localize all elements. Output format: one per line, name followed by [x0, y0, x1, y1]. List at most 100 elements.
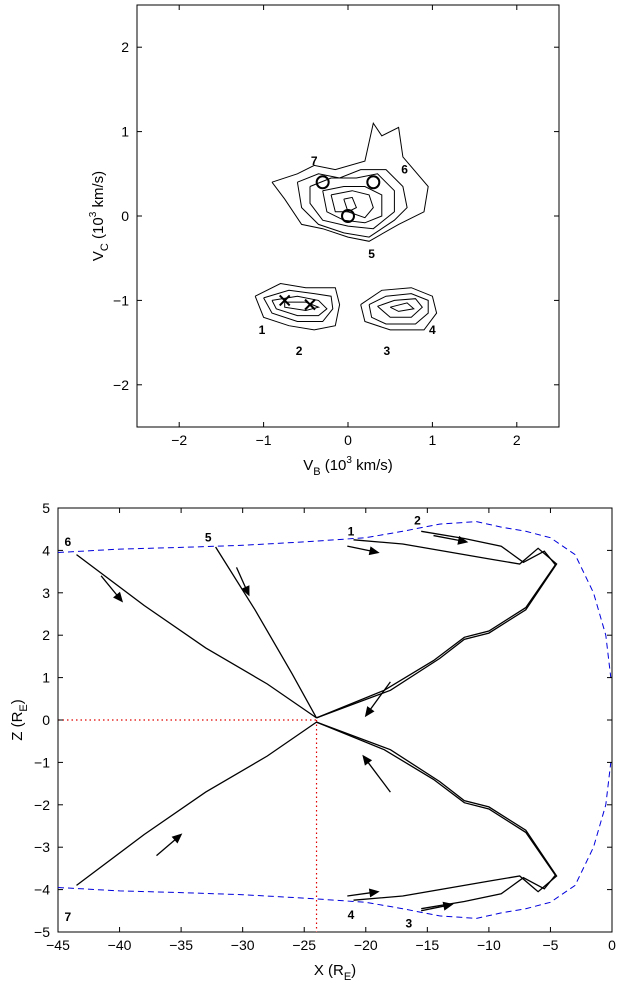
annotation-label: 2 — [414, 514, 421, 528]
y-tick-label: 0 — [121, 208, 129, 224]
circle-marker — [315, 175, 330, 190]
annotation-label: 6 — [401, 163, 408, 177]
y-tick-label: −1 — [34, 754, 50, 770]
y-tick-label: −2 — [113, 377, 129, 393]
x-tick-label: 1 — [429, 432, 437, 448]
top-x-axis-label: VB (103 km/s) — [303, 455, 393, 478]
annotation-label: 3 — [406, 917, 413, 931]
bottom-axis-ticks: −45 −40 −35 −30 −25 −20 −15 −10 −5 0−5−4−3−2−1012… — [34, 500, 616, 953]
trajectory-panel: −45 −40 −35 −30 −25 −20 −15 −10 −5 0−5−4−3−2−1012… — [9, 500, 616, 983]
annotation-label: 6 — [65, 535, 72, 549]
trajectory-2 — [316, 530, 557, 719]
arrow-shaft — [235, 567, 247, 588]
contour-line — [322, 186, 383, 224]
annotation-label: 4 — [348, 908, 355, 922]
velocity-markers — [278, 175, 381, 311]
y-tick-label: −3 — [34, 839, 50, 855]
x-tick-label: −25 — [292, 937, 316, 953]
annotation-label: 2 — [296, 344, 303, 358]
direction-arrows — [100, 534, 469, 912]
x-tick-label: 0 — [608, 937, 616, 953]
x-tick-label: 0 — [344, 432, 352, 448]
y-tick-label: −4 — [34, 882, 50, 898]
annotation-label: 5 — [205, 531, 212, 545]
contour-line — [368, 293, 429, 325]
annotation-label: 7 — [65, 910, 72, 924]
bottom-plot-frame — [57, 507, 613, 933]
cross-marker — [278, 294, 291, 307]
x-tick-label: −20 — [354, 937, 378, 953]
y-tick-label: −2 — [34, 797, 50, 813]
arrow-shaft — [156, 839, 176, 857]
y-tick-label: −1 — [113, 292, 129, 308]
y-tick-label: 2 — [121, 39, 129, 55]
arrow-shaft — [347, 892, 371, 897]
trajectory-3 — [316, 721, 557, 910]
arrow-head — [368, 888, 380, 898]
arrow-shaft — [100, 575, 118, 596]
x-tick-label: −35 — [169, 937, 193, 953]
arrow-head — [364, 706, 375, 718]
y-tick-label: 3 — [42, 585, 50, 601]
contour-line — [271, 121, 429, 242]
bottom-y-axis-label: Z (RE) — [9, 699, 30, 741]
trajectory-4 — [316, 721, 558, 901]
annotation-label: 5 — [368, 247, 375, 261]
arrow-shaft — [433, 534, 459, 542]
arrow-head — [442, 901, 454, 911]
top-axis-ticks: −2 −1 0 1 2 −2 −1 0 1 2 — [113, 5, 559, 448]
boundary-upper — [57, 521, 612, 678]
annotation-label: 7 — [311, 154, 318, 168]
contour-line — [360, 287, 438, 331]
annotation-label: 3 — [383, 344, 390, 358]
trajectory-6 — [76, 554, 317, 719]
contour-lines — [254, 121, 438, 331]
arrow-shaft — [369, 681, 391, 710]
x-tick-label: −15 — [415, 937, 439, 953]
x-tick-label: −1 — [256, 432, 272, 448]
contour-line — [389, 302, 415, 312]
arrow-head — [457, 535, 469, 545]
circle-marker — [366, 175, 381, 190]
top-y-axis-label: VC (103 km/s) — [88, 171, 111, 261]
arrow-head — [368, 546, 380, 556]
x-tick-label: −45 — [46, 937, 70, 953]
trajectory-1 — [316, 539, 558, 719]
trajectory-5 — [215, 546, 318, 719]
boundary-lower — [57, 762, 612, 919]
cross-marker — [304, 298, 316, 311]
reference-lines — [58, 719, 318, 932]
trajectory-7 — [76, 721, 317, 886]
arrow-head — [113, 591, 124, 603]
contour-line — [343, 196, 358, 213]
y-tick-label: 0 — [42, 712, 50, 728]
top-annotations: 7 6 5 1 2 3 4 — [259, 154, 436, 358]
contour-line — [330, 190, 374, 219]
bottom-x-axis-label: X (RE) — [314, 962, 356, 983]
y-tick-label: 2 — [42, 627, 50, 643]
arrow-head — [171, 833, 183, 844]
contour-line — [309, 173, 395, 230]
x-tick-label: −40 — [108, 937, 132, 953]
annotation-label: 1 — [259, 323, 266, 337]
arrow-shaft — [347, 545, 371, 552]
arrow-head — [362, 754, 373, 766]
contour-line — [263, 289, 334, 322]
y-tick-label: 4 — [42, 542, 50, 558]
contour-line — [254, 282, 341, 331]
arrow-shaft — [367, 762, 391, 793]
annotation-label: 4 — [429, 323, 436, 337]
x-tick-label: −2 — [171, 432, 187, 448]
top-plot-frame — [136, 4, 560, 428]
x-tick-label: 2 — [513, 432, 521, 448]
contour-line — [377, 298, 423, 318]
y-tick-label: 5 — [42, 500, 50, 516]
contour-line — [284, 301, 321, 312]
boundary-curves — [57, 521, 612, 919]
arrow-shaft — [421, 905, 445, 912]
circle-marker — [341, 209, 355, 223]
y-tick-label: 1 — [121, 124, 129, 140]
velocity-contour-panel: −2 −1 0 1 2 −2 −1 0 1 2 7 6 5 1 2 3 4 VB (103 km/s) VC … — [88, 4, 560, 478]
x-tick-label: −30 — [231, 937, 255, 953]
